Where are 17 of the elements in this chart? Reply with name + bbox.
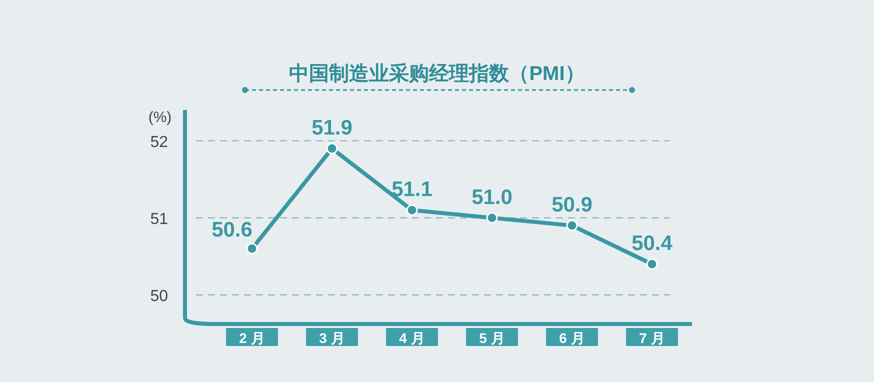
xtick: 7 月 — [639, 330, 665, 346]
xtick: 5 月 — [479, 330, 505, 346]
data-label: 51.1 — [392, 178, 432, 202]
xtick: 6 月 — [559, 330, 585, 346]
data-label: 51.9 — [312, 116, 352, 140]
ytick: 50 — [150, 288, 168, 305]
ytick: 51 — [150, 210, 168, 228]
data-label: 51.0 — [472, 186, 512, 209]
data-label: 50.9 — [552, 194, 592, 217]
xtick: 2 月 — [239, 330, 265, 346]
xtick: 4 月 — [399, 330, 425, 346]
data-label: 50.4 — [632, 232, 672, 256]
ytick: 52 — [150, 134, 168, 151]
xtick: 3 月 — [319, 330, 345, 346]
data-label: 50.6 — [212, 218, 252, 242]
title: 中国制造业采购经理指数（PMI） — [289, 63, 585, 85]
ylabel: (%) — [148, 109, 172, 126]
